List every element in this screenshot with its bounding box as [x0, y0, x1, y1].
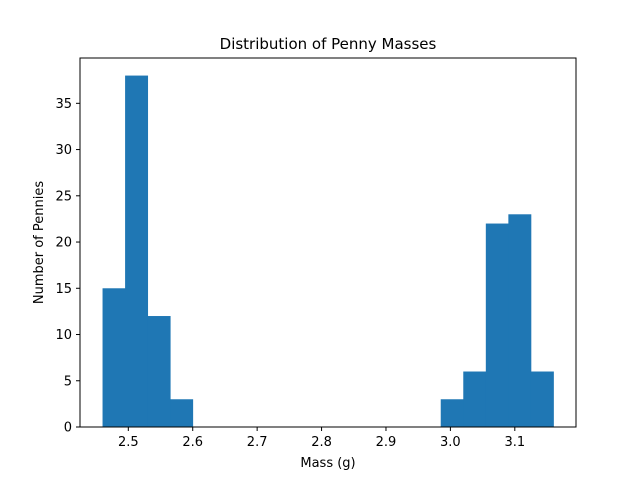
x-tick-label: 2.5: [118, 435, 139, 450]
histogram-bar: [440, 399, 464, 427]
x-tick-label: 2.9: [376, 435, 397, 450]
x-tick-label: 2.6: [182, 435, 203, 450]
x-tick-label: 2.8: [311, 435, 332, 450]
y-tick-label: 30: [55, 143, 72, 158]
y-axis-label: Number of Pennies: [32, 181, 47, 304]
x-tick-label: 2.7: [247, 435, 268, 450]
histogram-bar: [530, 371, 554, 427]
y-tick-label: 5: [64, 374, 72, 389]
y-axis-ticks: 0 5 10 15 20 25 30 35: [55, 97, 80, 436]
x-tick-label: 3.1: [504, 435, 525, 450]
histogram-bar: [508, 214, 532, 427]
histogram-bar: [485, 223, 509, 427]
histogram-bar: [170, 399, 194, 427]
y-tick-label: 10: [55, 328, 72, 343]
histogram-bar: [125, 75, 149, 428]
y-tick-label: 20: [55, 236, 72, 251]
chart-title: Distribution of Penny Masses: [220, 35, 437, 53]
x-tick-label: 3.0: [440, 435, 461, 450]
histogram-bar: [147, 316, 171, 427]
x-axis-ticks: 2.5 2.6 2.7 2.8 2.9 3.0 3.1: [118, 427, 525, 450]
histogram-bar: [463, 371, 487, 427]
x-axis-label: Mass (g): [300, 456, 355, 471]
y-tick-label: 35: [55, 97, 72, 112]
bars-group: [102, 75, 554, 428]
y-tick-label: 25: [55, 189, 72, 204]
y-tick-label: 0: [64, 421, 72, 436]
y-tick-label: 15: [55, 282, 72, 297]
histogram-bar: [102, 288, 126, 427]
